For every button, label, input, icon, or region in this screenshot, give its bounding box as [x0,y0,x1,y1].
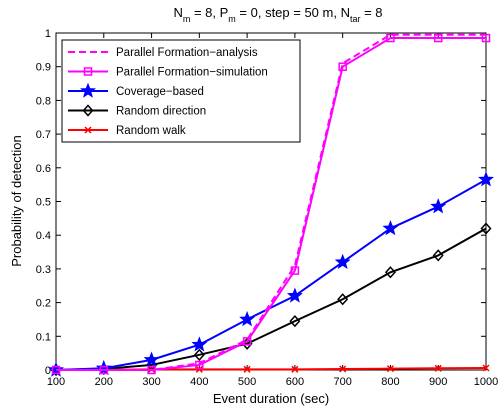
data-point [338,62,347,71]
data-point [95,359,112,376]
chart-title: Nm = 8, Pm = 0, step = 50 m, Ntar = 8 [173,5,382,24]
x-tick-label: 1000 [474,376,498,388]
y-tick-label: 0.1 [36,331,51,343]
legend-label: Random direction [116,106,206,118]
series-line [55,227,487,371]
legend-marker [84,126,92,134]
data-point [434,364,442,372]
data-point [195,365,203,373]
legend-label: Parallel Formation−analysis [116,47,258,59]
data-point [386,365,394,373]
series-line [56,33,486,371]
x-tick-label: 900 [429,376,447,388]
legend-marker [82,104,94,117]
legend-label: Coverage−based [116,86,204,98]
legend-entry: Random walk [68,125,186,137]
legend-marker [80,82,96,98]
y-tick-label: 0.2 [36,298,51,310]
data-point [382,220,399,236]
legend-entry: Parallel Formation−simulation [68,67,268,79]
chart-title-part: N [173,5,182,20]
data-point [386,33,395,43]
y-tick-label: 0.8 [36,95,51,107]
series-layer [48,33,494,377]
data-point [193,348,205,361]
data-point [430,198,447,214]
y-tick-label: 0.5 [36,197,51,209]
x-tick-label: 600 [286,376,304,388]
y-tick-label: 0.3 [36,264,51,276]
y-tick-label: 0.4 [36,230,51,242]
data-point [195,360,204,370]
data-point [289,315,301,328]
chart-title-part: tar [350,14,361,24]
legend-entry: Parallel Formation−analysis [68,47,258,59]
x-tick-label: 100 [47,376,65,388]
chart-title-part: = 0, step = 50 m, N [236,5,350,20]
data-point [291,365,299,373]
x-tick-label: 700 [333,376,351,388]
x-tick-label: 200 [95,376,113,388]
data-point [143,351,160,367]
legend-marker [83,67,93,76]
legend-entry: Coverage−based [68,82,204,98]
chart-title-part: m [183,14,191,24]
x-tick-label: 300 [142,376,160,388]
legend-entry: Random direction [68,104,206,118]
data-point [334,253,351,269]
data-point [482,364,490,372]
data-point [286,287,303,303]
x-tick-label: 500 [238,376,256,388]
data-point [243,365,251,373]
legend-label: Random walk [116,125,186,137]
data-point [384,266,396,279]
y-tick-label: 0 [45,365,51,377]
y-tick-label: 1 [45,28,51,40]
data-point [339,365,347,373]
data-point [478,171,494,187]
x-tick-label: 800 [381,376,399,388]
y-tick-label: 0.7 [36,129,51,141]
data-point [480,222,492,235]
x-axis-label: Event duration (sec) [213,391,329,406]
legend-label: Parallel Formation−simulation [116,67,268,79]
legend: Parallel Formation−analysis Parallel Form… [61,39,301,143]
series-1 [56,33,486,371]
y-axis-label: Probability of detection [9,135,24,267]
y-tick-label: 0.9 [36,62,51,74]
y-tick-label: 0.6 [36,163,51,175]
chart-title-part: m [228,14,236,24]
chart-title-part: = 8, P [190,5,228,20]
x-tick-label: 400 [190,376,208,388]
data-point [432,249,444,262]
data-point [191,336,208,352]
chart-title-part: = 8 [360,5,382,20]
data-point [239,311,256,327]
data-point [337,293,349,306]
